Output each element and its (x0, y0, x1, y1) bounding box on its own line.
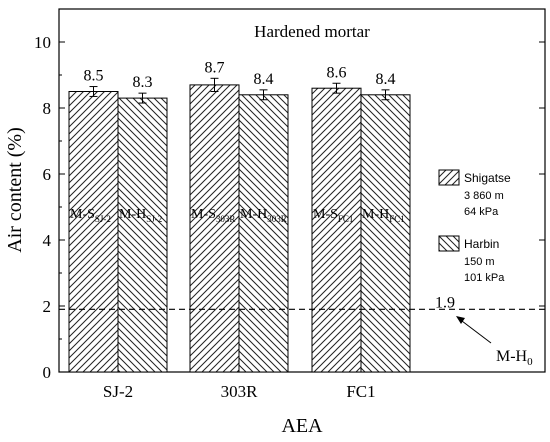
bar-inner-label: M-HFC1 (362, 207, 405, 224)
y-tick-label: 2 (43, 297, 52, 316)
bar-value-label: 8.4 (376, 71, 396, 88)
x-tick-label: FC1 (346, 382, 375, 401)
bar-value-label: 8.7 (205, 59, 225, 76)
bars-layer: 8.5 M-SSJ-2 8.7 M-S303R 8.6 M-SFC1 8.3 M-HSJ-2 8… (68, 59, 411, 373)
y-tick-label: 6 (43, 165, 52, 184)
bar-inner-label: M-HSJ-2 (119, 207, 162, 224)
x-axis-label: AEA (281, 415, 323, 437)
bar-harbin-303r (238, 94, 289, 373)
y-tick-label: 10 (34, 33, 51, 52)
y-tick-label: 4 (43, 231, 52, 250)
reference-arrow-line (457, 317, 492, 344)
bar-shigatse-sj-2 (68, 91, 119, 373)
bar-value-label: 8.5 (84, 68, 104, 85)
x-tick-label: 303R (221, 382, 259, 401)
legend-detail-harbin-pressure: 101 kPa (464, 272, 505, 284)
bar-harbin-sj-2 (117, 97, 168, 373)
legend-detail-shigatse-pressure: 64 kPa (464, 206, 499, 218)
bar-harbin-fc1 (360, 94, 411, 373)
bar-shigatse-303r (189, 84, 240, 373)
bar-inner-label: M-SSJ-2 (70, 207, 111, 224)
legend: Shigatse 3 860 m 64 kPa Harbin 150 m 101… (438, 169, 511, 284)
y-tick-label: 0 (43, 363, 52, 382)
legend-detail-harbin-altitude: 150 m (464, 256, 495, 268)
plot-frame (58, 8, 546, 373)
bar-shigatse-fc1 (311, 87, 362, 373)
bar-inner-label: M-SFC1 (313, 207, 353, 224)
y-axis: 0 2 4 6 8 10 (34, 33, 545, 382)
chart-title: Hardened mortar (254, 22, 370, 41)
bar-value-label: 8.6 (327, 64, 347, 81)
bar-value-label: 8.4 (254, 71, 274, 88)
bar-inner-label: M-H303R (240, 207, 287, 224)
y-tick-label: 8 (43, 99, 52, 118)
x-tick-label: SJ-2 (103, 382, 133, 401)
legend-detail-shigatse-altitude: 3 860 m (464, 190, 504, 202)
x-axis: SJ-2 303R FC1 (103, 366, 376, 401)
reference-line-annotation: M-H0 (496, 348, 533, 368)
reference-line-layer: 1.9 M-H0 (59, 294, 545, 368)
y-axis-label: Air content (%) (4, 127, 26, 253)
reference-line-value-label: 1.9 (435, 294, 455, 311)
reference-arrow-head (456, 316, 465, 324)
legend-label-harbin: Harbin (464, 237, 499, 251)
bar-inner-label: M-S303R (191, 207, 235, 224)
legend-label-shigatse: Shigatse (464, 171, 511, 185)
bar-value-label: 8.3 (133, 74, 153, 91)
legend-swatch-shigatse (438, 169, 460, 186)
legend-swatch-harbin (438, 235, 460, 252)
